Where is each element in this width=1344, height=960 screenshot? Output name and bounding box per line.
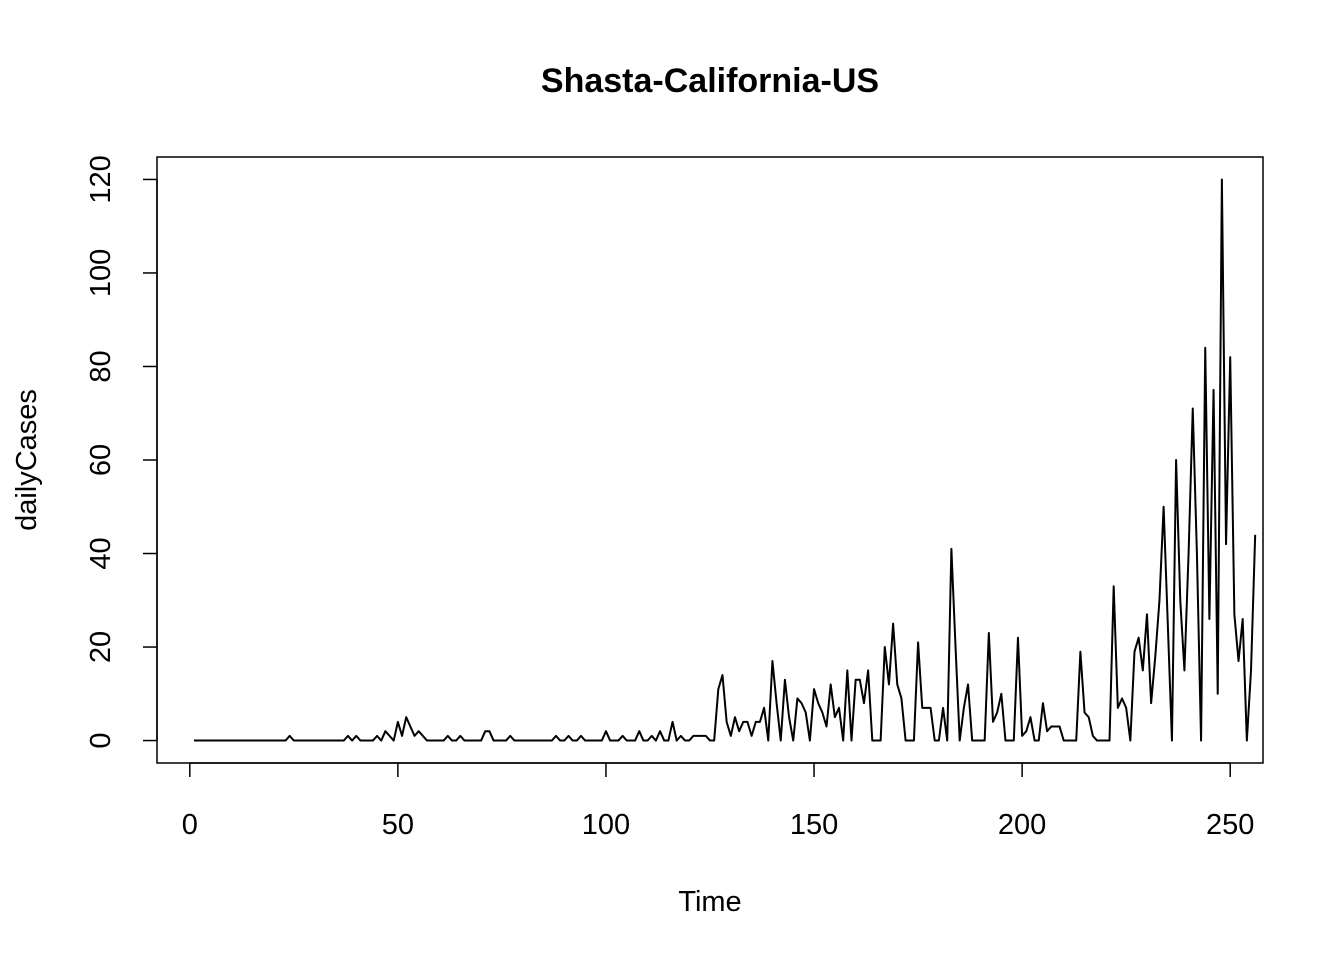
y-tick-label: 60	[85, 444, 117, 476]
plot-frame	[156, 156, 1264, 764]
x-tick-label: 0	[182, 809, 198, 841]
y-tick-label: 40	[85, 537, 117, 569]
x-tick-label: 150	[790, 809, 838, 841]
x-tick-label: 200	[998, 809, 1046, 841]
y-tick-label: 0	[85, 732, 117, 748]
y-tick-label: 120	[85, 155, 117, 203]
x-tick-label: 250	[1206, 809, 1254, 841]
daily-cases-series-line	[193, 178, 1257, 742]
x-tick-label: 100	[582, 809, 630, 841]
y-tick-label: 20	[85, 631, 117, 663]
y-tick-label: 80	[85, 350, 117, 382]
y-axis-label: dailyCases	[11, 389, 43, 531]
chart-title: Shasta-California-US	[541, 62, 879, 100]
y-axis: 0 20 40 60 80 100 120	[85, 155, 158, 749]
x-axis-label: Time	[678, 886, 741, 918]
x-axis: 0 50 100 150 200 250	[182, 762, 1254, 841]
x-tick-label: 50	[382, 809, 414, 841]
y-tick-label: 100	[85, 249, 117, 297]
